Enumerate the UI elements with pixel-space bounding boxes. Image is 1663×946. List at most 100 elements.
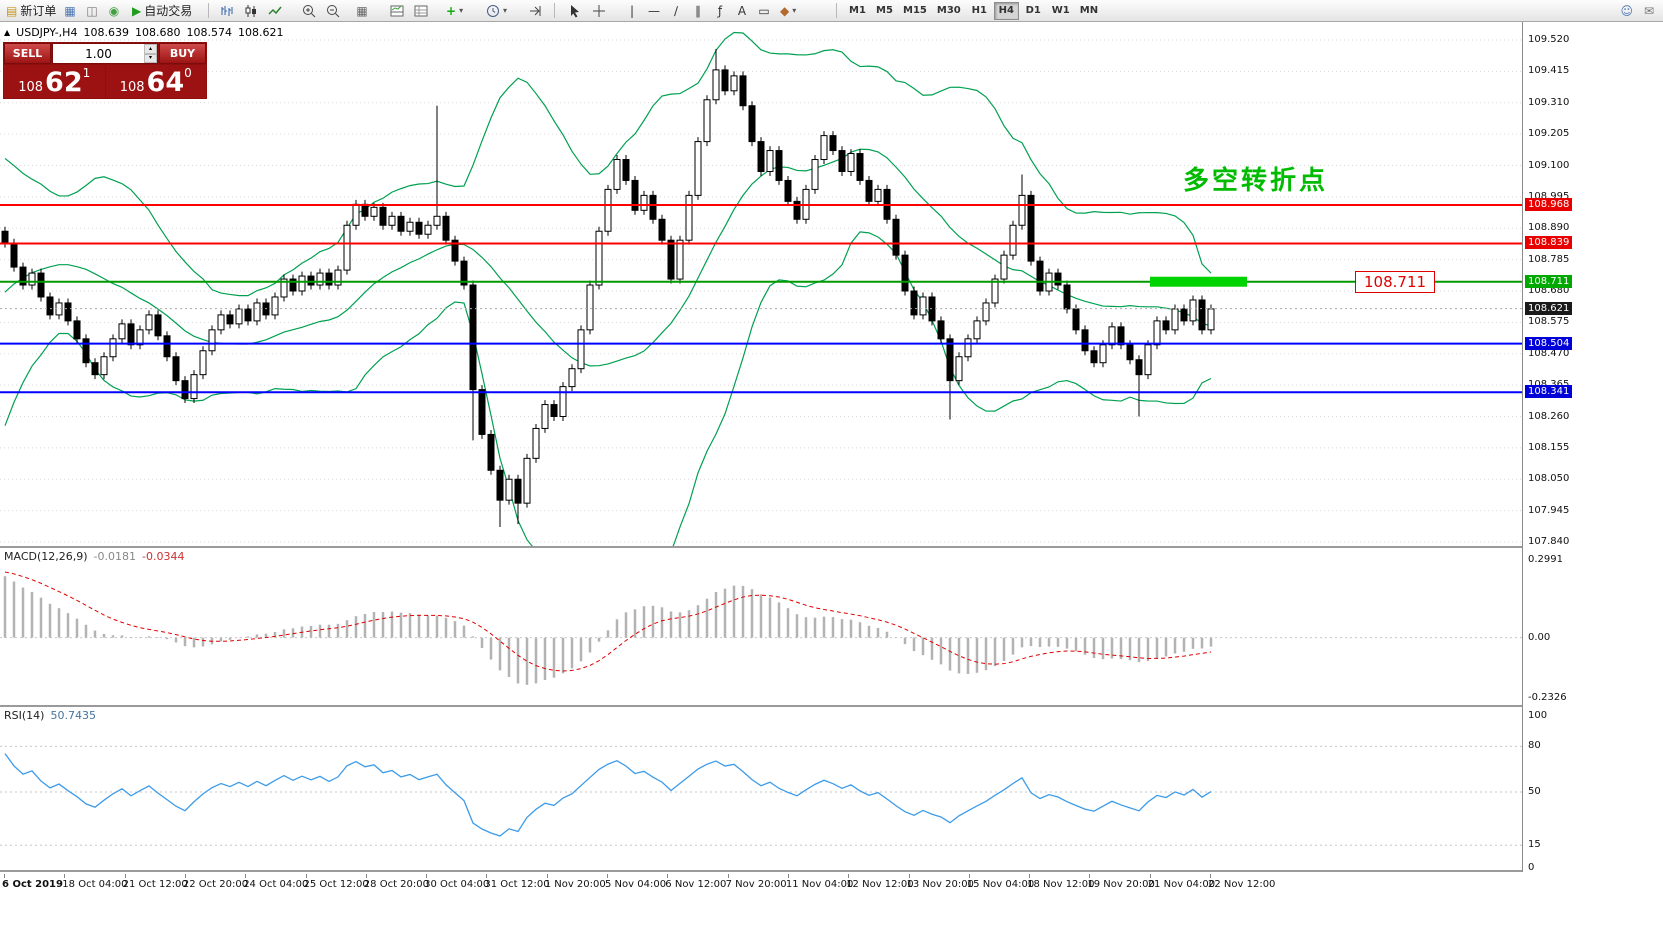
time-label: 30 Oct 04:00 [424, 879, 490, 890]
candle [379, 206, 387, 226]
zoom-out-icon [326, 4, 340, 18]
data-window-button[interactable] [410, 1, 432, 20]
toolbar-group: ▾ [482, 0, 511, 21]
zoom-out-button[interactable] [322, 1, 344, 20]
timeframe-w1-button[interactable]: W1 [1048, 2, 1074, 20]
autotrading-button[interactable]: ▶ 自动交易 [128, 1, 196, 20]
channel-button[interactable]: ∥ [688, 1, 708, 20]
tile-windows-button[interactable]: ▦ [352, 1, 372, 20]
sell-price-display[interactable]: 108 62 1 [4, 65, 105, 98]
bar-chart-button[interactable] [216, 1, 238, 20]
timeframe-h4-button[interactable]: H4 [993, 1, 1019, 20]
candle [235, 308, 243, 325]
candle [1000, 254, 1008, 280]
candle [766, 150, 774, 172]
candle [388, 215, 396, 226]
profile-button[interactable]: ◫ [82, 1, 102, 20]
candle [604, 188, 612, 232]
new-order-button[interactable]: ▤ 新订单 [2, 1, 60, 20]
indicator-window-icon [390, 4, 404, 18]
new-order-button-label: 新订单 [20, 4, 57, 18]
zoom-in-button[interactable] [298, 1, 320, 20]
time-label: 24 Oct 04:00 [243, 879, 309, 890]
charts-button[interactable]: ▦ [60, 1, 80, 20]
time-tick [1089, 874, 1091, 878]
time-tick [426, 874, 428, 878]
axis-tick-label: 108.155 [1528, 441, 1570, 453]
trendline-button[interactable]: ∕ [666, 1, 686, 20]
sell-button[interactable]: SELL [4, 43, 51, 64]
macd-value-main: -0.0181 [93, 550, 137, 563]
support-button[interactable]: ◉ [104, 1, 124, 20]
candle [217, 314, 225, 331]
timeframe-m30-button[interactable]: M30 [933, 2, 965, 20]
fibonacci-button[interactable]: ƒ [710, 1, 730, 20]
add-indicator-button[interactable]: + ▾ [442, 1, 467, 20]
macd-header: MACD(12,26,9) -0.0181 -0.0344 [4, 550, 184, 563]
quote-high: 108.680 [134, 26, 181, 39]
candle [469, 284, 477, 391]
indicator-window-button[interactable] [386, 1, 408, 20]
timeframe-h1-button[interactable]: H1 [967, 2, 992, 20]
time-tick [305, 874, 307, 878]
time-tick [4, 874, 5, 878]
buy-price-display[interactable]: 108 64 0 [105, 65, 206, 98]
candle [523, 457, 531, 504]
chart-shift-button[interactable] [524, 1, 546, 20]
macd-panel[interactable] [0, 548, 1522, 705]
volume-down-button[interactable]: ▾ [144, 53, 157, 63]
volume-input[interactable] [53, 44, 144, 63]
text-label-button[interactable]: ▭ [754, 1, 774, 20]
rsi-panel[interactable] [0, 707, 1522, 870]
main-chart[interactable] [0, 22, 1522, 548]
price-axis[interactable]: 109.520 109.415 109.310 109.205 109.100 108.9… [1523, 22, 1663, 873]
volume-up-button[interactable]: ▴ [144, 44, 157, 54]
time-axis[interactable]: 6 Oct 2019 18 Oct 04:00 21 Oct 12:00 22 Oct… [0, 874, 1663, 898]
macd-label: MACD(12,26,9) [4, 550, 88, 563]
axis-tick-label: 15 [1528, 839, 1541, 851]
candle [1207, 308, 1215, 331]
candle [829, 135, 837, 152]
timeframe-d1-button[interactable]: D1 [1021, 2, 1046, 20]
community-button[interactable]: ☺ [1616, 1, 1637, 20]
chat-icon: ✉ [1643, 3, 1655, 18]
candle [271, 296, 279, 316]
time-label: 6 Oct 2019 [2, 879, 63, 890]
periods-button[interactable]: ▾ [482, 1, 511, 20]
timeframe-m5-button[interactable]: M5 [872, 2, 897, 20]
candle [298, 275, 306, 292]
crosshair-icon [592, 4, 606, 18]
toolbar-group: ▦ ◫ ◉ [60, 0, 124, 21]
axis-tick-label: 107.840 [1528, 536, 1570, 547]
line-chart-button[interactable] [264, 1, 286, 20]
timeframe-m1-button[interactable]: M1 [845, 2, 870, 20]
horizontal-line-button[interactable]: — [644, 1, 664, 20]
buy-button[interactable]: BUY [159, 43, 206, 64]
panel-separator-rsi[interactable] [0, 705, 1663, 707]
candle [1135, 359, 1143, 376]
crosshair-button[interactable] [588, 1, 610, 20]
candle [748, 105, 756, 143]
timeframe-mn-button[interactable]: MN [1076, 2, 1102, 20]
candle [1180, 308, 1188, 322]
toolbar-group: ▦ [352, 0, 372, 21]
candlestick-chart-button[interactable] [240, 1, 262, 20]
time-tick [184, 874, 186, 878]
vertical-line-button[interactable]: | [622, 1, 642, 20]
text-button[interactable]: A [732, 1, 752, 20]
axis-tick-label: 108.680 [1528, 285, 1570, 296]
panel-separator-macd[interactable] [0, 546, 1663, 548]
timeframe-m15-button[interactable]: M15 [899, 2, 931, 20]
candle [937, 320, 945, 340]
sell-price-prefix: 108 [18, 80, 44, 95]
shapes-button[interactable]: ◆ ▾ [776, 1, 800, 20]
candle [1189, 299, 1197, 322]
axis-tick-label: 0 [1528, 862, 1535, 873]
candle [100, 356, 108, 376]
chat-button[interactable]: ✉ [1639, 1, 1659, 20]
panel-separator-time[interactable] [0, 870, 1663, 872]
candle [73, 320, 81, 340]
time-tick [908, 874, 910, 878]
cursor-button[interactable] [564, 1, 586, 20]
candle [1126, 344, 1134, 361]
